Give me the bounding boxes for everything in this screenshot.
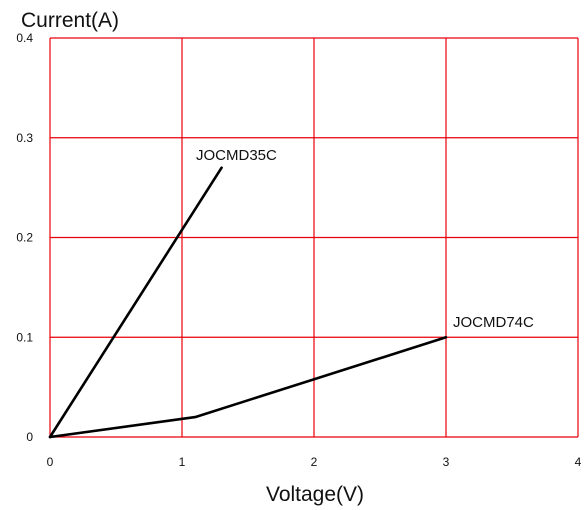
chart-grid xyxy=(49,37,579,438)
x-tick-label: 1 xyxy=(179,455,186,469)
y-tick-label: 0.3 xyxy=(16,131,33,145)
chart-axes: 0 1 2 3 4 0 0.1 0.2 0.3 0.4 xyxy=(16,31,581,469)
series-line-jocmd74c xyxy=(48,335,448,439)
x-tick-label: 4 xyxy=(575,455,582,469)
y-axis-label: Current(A) xyxy=(21,9,119,32)
series-label-jocmd74c: JOCMD74C xyxy=(453,314,534,331)
x-tick-label: 3 xyxy=(443,455,450,469)
series-line-jocmd35c xyxy=(48,166,223,439)
chart-series xyxy=(48,166,448,439)
y-tick-label: 0.1 xyxy=(16,330,33,344)
x-axis-label: Voltage(V) xyxy=(266,483,364,506)
x-tick-label: 2 xyxy=(311,455,318,469)
y-tick-label: 0 xyxy=(26,430,33,444)
x-tick-label: 0 xyxy=(47,455,54,469)
y-tick-label: 0.2 xyxy=(16,231,33,245)
series-labels: JOCMD35C JOCMD74C xyxy=(196,147,534,331)
series-label-jocmd35c: JOCMD35C xyxy=(196,147,277,164)
y-tick-label: 0.4 xyxy=(16,31,33,45)
